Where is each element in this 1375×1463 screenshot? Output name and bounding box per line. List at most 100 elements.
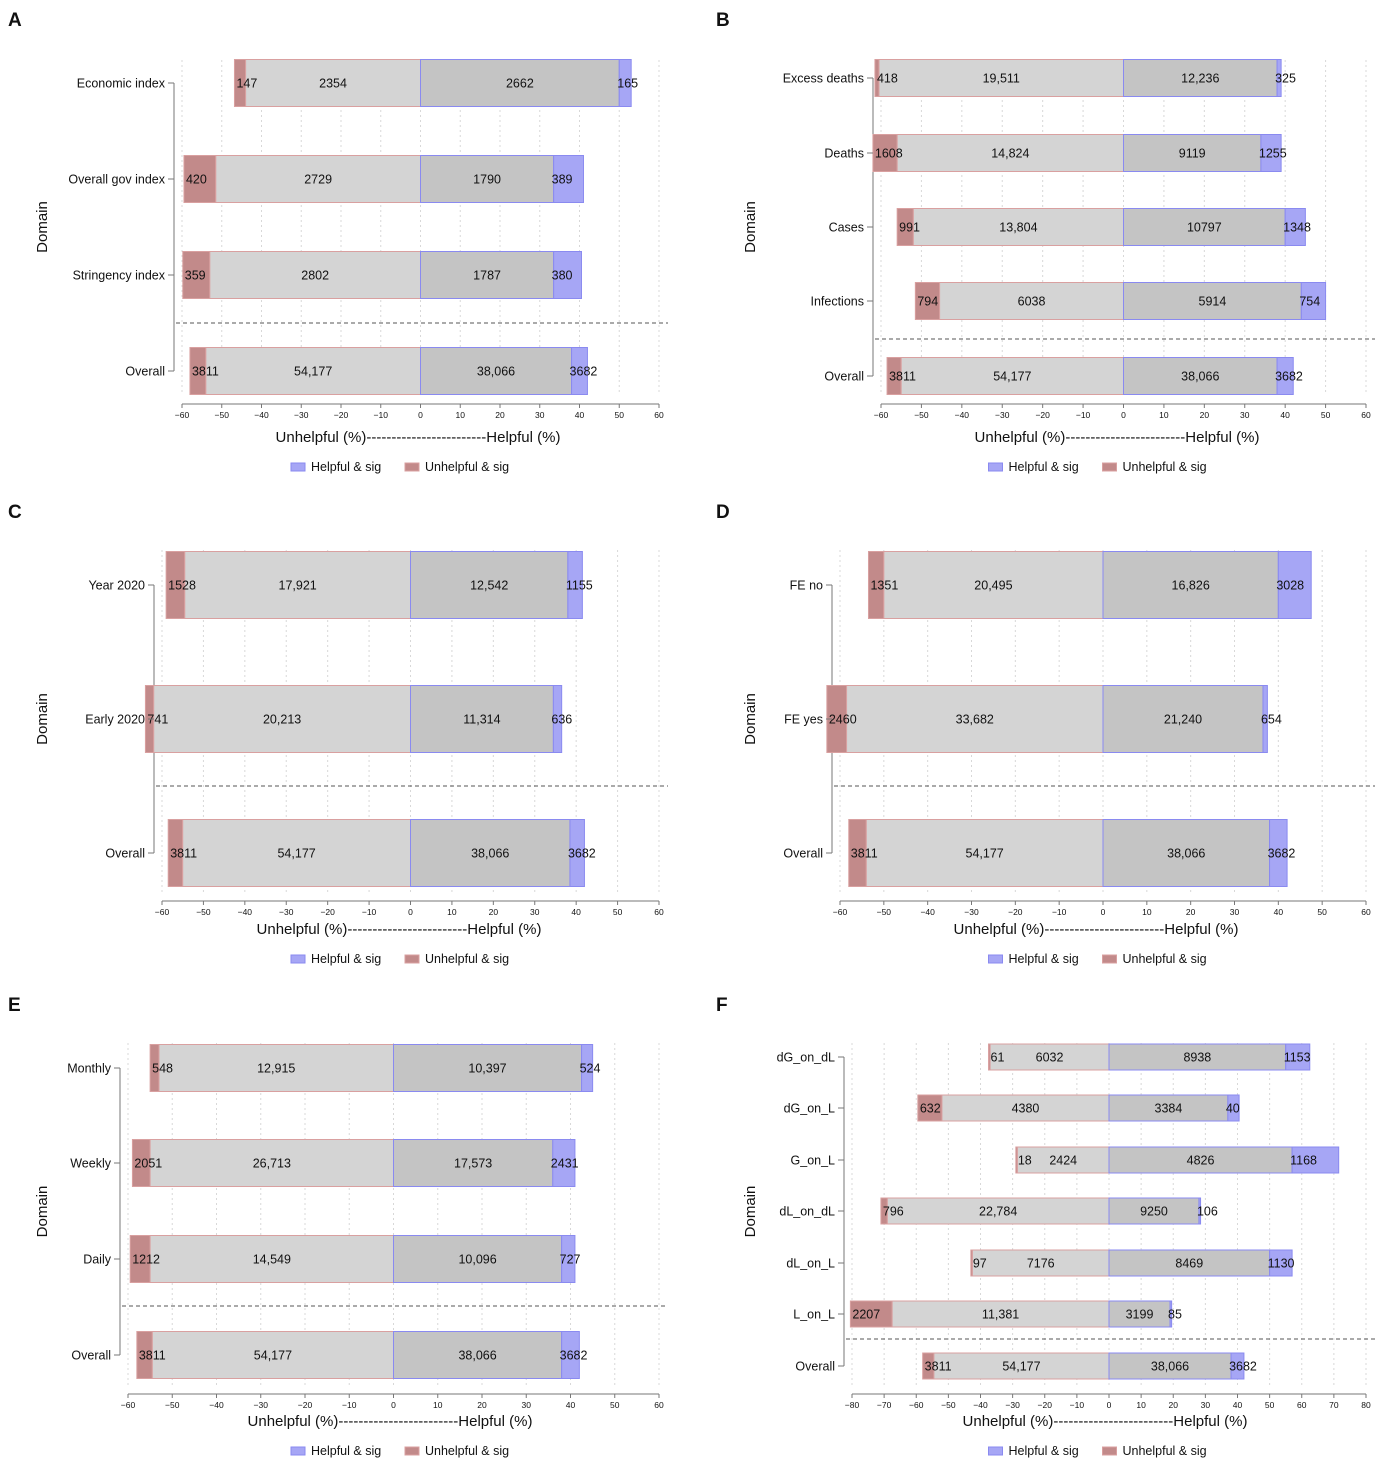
- x-tick-label: 70: [1329, 1400, 1339, 1410]
- panel-letter: D: [716, 502, 730, 523]
- helpful-nonsig-bar: [1123, 357, 1278, 395]
- helpful-nonsig-label: 2662: [506, 77, 534, 91]
- helpful-sig-label: 3682: [1229, 1360, 1257, 1374]
- category-label: Excess deaths: [783, 72, 864, 86]
- bar-group: 796 22,784 9250 106: [880, 1197, 1218, 1225]
- helpful-nonsig-bar: [420, 347, 573, 395]
- helpful-nonsig-label: 11,314: [463, 713, 500, 727]
- x-tick-label: −70: [877, 1400, 892, 1410]
- helpful-nonsig-label: 38,066: [471, 847, 509, 861]
- unhelpful-sig-bar: [183, 155, 217, 203]
- legend-helpful-label: Helpful & sig: [311, 460, 381, 474]
- x-tick-label: 0: [1107, 1400, 1112, 1410]
- x-tick-label: −30: [964, 907, 979, 917]
- unhelpful-nonsig-label: 54,177: [1002, 1360, 1040, 1374]
- helpful-sig-bar: [581, 1044, 594, 1092]
- legend: Helpful & sig Unhelpful & sig: [290, 952, 509, 966]
- legend-helpful-swatch: [988, 954, 1003, 964]
- helpful-sig-bar: [1276, 59, 1282, 97]
- unhelpful-nonsig-bar: [151, 1331, 394, 1379]
- x-tick-label: −20: [320, 907, 335, 917]
- unhelpful-nonsig-label: 20,213: [263, 713, 301, 727]
- x-tick-label: 50: [1321, 410, 1331, 420]
- unhelpful-sig-bar: [872, 134, 898, 172]
- helpful-sig-bar: [571, 347, 588, 395]
- category-label: FE no: [790, 579, 823, 593]
- legend-unhelpful-swatch: [404, 462, 420, 472]
- unhelpful-nonsig-bar: [989, 1043, 1110, 1071]
- unhelpful-nonsig-bar: [182, 819, 411, 887]
- bar-group: 3811 54,177 38,066 3682: [167, 819, 596, 887]
- legend-unhelpful-label: Unhelpful & sig: [1123, 952, 1207, 966]
- helpful-nonsig-bar: [1102, 819, 1271, 887]
- x-tick-label: 20: [489, 907, 499, 917]
- x-axis-label: Unhelpful (%)------------------------Hel…: [954, 921, 1239, 938]
- unhelpful-sig-label: 18: [1018, 1154, 1032, 1168]
- helpful-nonsig-bar: [1108, 1146, 1293, 1174]
- x-tick-label: −50: [165, 1400, 180, 1410]
- x-tick-label: 40: [1233, 1400, 1243, 1410]
- helpful-nonsig-label: 9250: [1140, 1205, 1168, 1219]
- unhelpful-nonsig-bar: [939, 282, 1125, 320]
- x-tick-label: 50: [613, 907, 623, 917]
- bar-group: 147 2354 2662 165: [233, 59, 638, 107]
- bar-group: 3811 54,177 38,066 3682: [886, 357, 1303, 395]
- category-label: Deaths: [824, 147, 864, 161]
- x-tick-label: 30: [522, 1400, 532, 1410]
- category-label: dL_on_L: [786, 1257, 835, 1271]
- unhelpful-nonsig-label: 2802: [301, 269, 329, 283]
- legend-helpful-label: Helpful & sig: [311, 1444, 381, 1458]
- category-label: G_on_L: [791, 1154, 836, 1168]
- bar-group: 3811 54,177 38,066 3682: [922, 1352, 1257, 1380]
- helpful-sig-bar: [552, 1139, 576, 1187]
- x-tick-label: 40: [566, 1400, 576, 1410]
- helpful-nonsig-bar: [1123, 134, 1262, 172]
- x-tick-label: 10: [1142, 907, 1152, 917]
- bar-group: 1212 14,549 10,096 727: [129, 1235, 581, 1283]
- category-label: Year 2020: [88, 579, 145, 593]
- helpful-nonsig-label: 1790: [473, 173, 501, 187]
- helpful-sig-bar: [552, 685, 563, 753]
- unhelpful-nonsig-bar: [865, 819, 1104, 887]
- x-tick-label: −20: [1008, 907, 1023, 917]
- x-tick-label: 30: [1240, 410, 1250, 420]
- category-label: Overall: [71, 1349, 111, 1363]
- x-tick-label: −40: [920, 907, 935, 917]
- unhelpful-nonsig-bar: [933, 1352, 1110, 1380]
- legend-helpful-swatch: [988, 1446, 1003, 1456]
- category-label: Overall gov index: [68, 173, 165, 187]
- x-tick-label: −10: [362, 907, 377, 917]
- x-tick-label: −10: [1076, 410, 1091, 420]
- category-label: Weekly: [70, 1157, 112, 1171]
- x-tick-label: 0: [1121, 410, 1126, 420]
- helpful-nonsig-label: 12,542: [470, 579, 508, 593]
- x-tick-label: 0: [1101, 907, 1106, 917]
- helpful-sig-label: 380: [552, 269, 573, 283]
- helpful-sig-bar: [1269, 1249, 1293, 1277]
- helpful-nonsig-bar: [1108, 1300, 1171, 1328]
- bar-group: 1608 14,824 9119 1255: [872, 134, 1287, 172]
- x-tick-label: 40: [575, 410, 585, 420]
- bar-group: 3811 54,177 38,066 3682: [189, 347, 597, 395]
- bar-group: 3811 54,177 38,066 3682: [136, 1331, 588, 1379]
- helpful-sig-label: 727: [560, 1253, 581, 1267]
- unhelpful-sig-bar: [914, 282, 941, 320]
- unhelpful-nonsig-bar: [209, 251, 421, 299]
- unhelpful-sig-label: 3811: [889, 370, 916, 384]
- x-axis-label: Unhelpful (%)------------------------Hel…: [248, 1413, 533, 1430]
- unhelpful-sig-bar: [849, 1300, 893, 1328]
- category-label: Daily: [83, 1253, 112, 1267]
- panel-A: A 147 2354 2662 165 Economic index 420 2729 1790…: [8, 10, 668, 474]
- bar-group: 2207 11,381 3199 85: [849, 1300, 1182, 1328]
- x-tick-label: −10: [1052, 907, 1067, 917]
- category-label: Infections: [810, 295, 864, 309]
- panel-letter: B: [716, 10, 730, 31]
- unhelpful-sig-label: 3811: [925, 1360, 952, 1374]
- helpful-nonsig-bar: [1108, 1043, 1287, 1071]
- x-tick-label: −30: [294, 410, 309, 420]
- helpful-sig-label: 389: [552, 173, 573, 187]
- legend-unhelpful-label: Unhelpful & sig: [425, 460, 509, 474]
- panel-E: E 548 12,915 10,397 524 Monthly 2051 26,713 17,5…: [8, 995, 668, 1458]
- x-tick-label: 30: [1230, 907, 1240, 917]
- helpful-sig-label: 3682: [1268, 847, 1296, 861]
